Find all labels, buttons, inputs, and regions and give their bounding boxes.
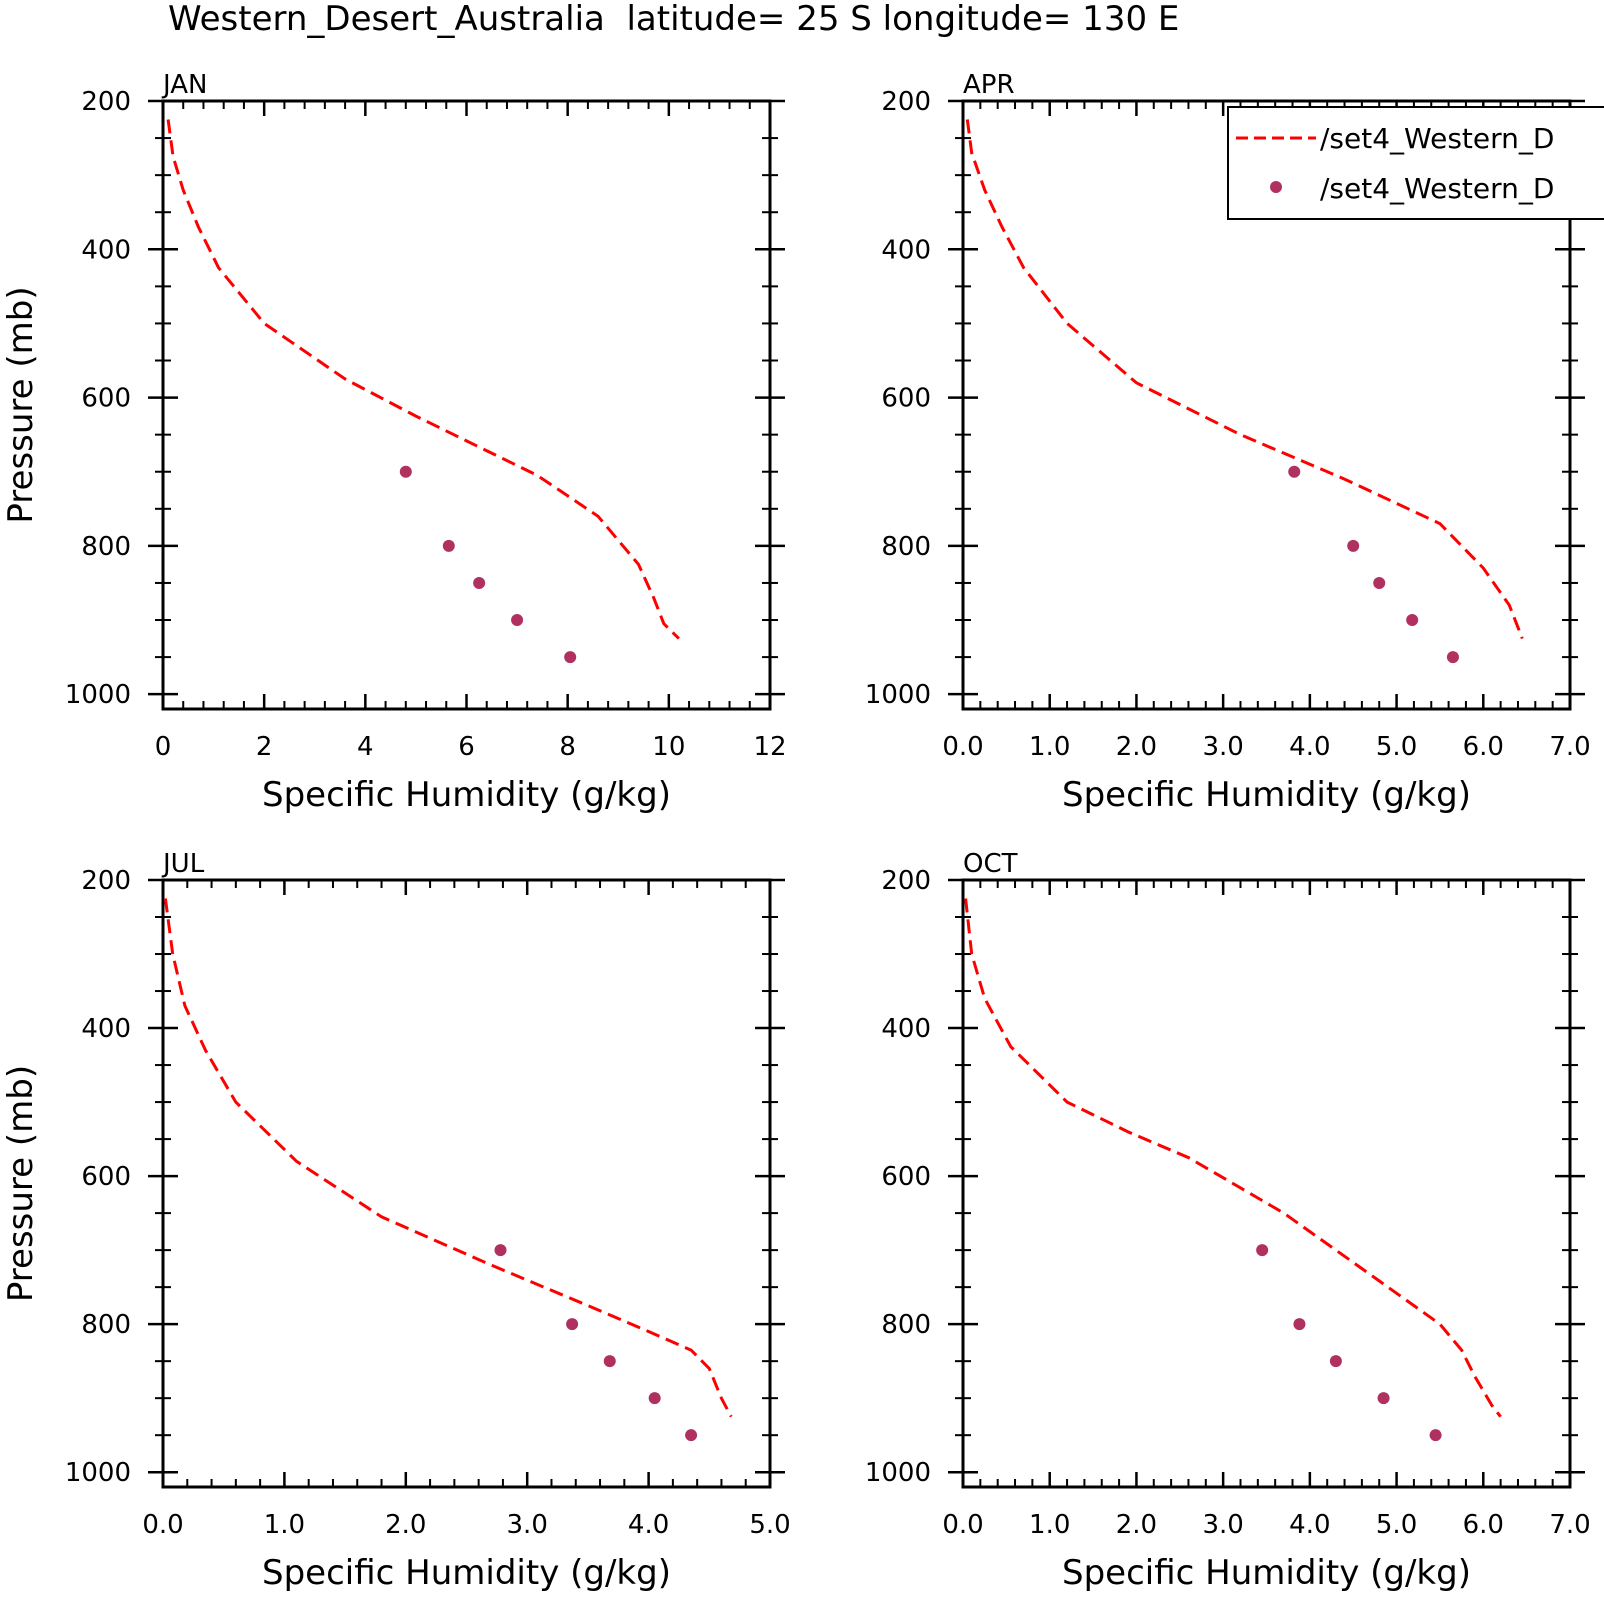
- obs-point: [511, 614, 524, 627]
- x-tick-label: 0.0: [942, 1510, 983, 1540]
- x-tick-label: 6.0: [1463, 732, 1504, 762]
- x-tick-label: 4.0: [1289, 1510, 1330, 1540]
- legend-box: [1227, 106, 1604, 220]
- x-axis-title: Specific Humidity (g/kg): [1062, 775, 1471, 815]
- x-tick-label: 2.0: [1116, 732, 1157, 762]
- obs-point: [442, 539, 455, 552]
- panel-apr: APR 0.0 1.0 2.0 3.0 4.0 5.0 6.0 7.0 200 400 600 800 1…: [865, 70, 1591, 815]
- x-tick-label: 6: [458, 732, 475, 762]
- x-tick-label: 0: [155, 732, 172, 762]
- obs-point: [566, 1318, 579, 1331]
- panels: JAN 0 2 4 6 8 10 12 200 400 600 800 1000 Specific Hum…: [1, 70, 1591, 1593]
- y-tick-label: 200: [81, 866, 131, 896]
- x-tick-label: 8: [559, 732, 576, 762]
- obs-point: [564, 651, 577, 664]
- y-tick-label: 1000: [865, 680, 931, 710]
- obs-point: [1329, 1355, 1342, 1368]
- obs-point: [648, 1392, 661, 1405]
- y-tick-label: 600: [881, 1162, 931, 1192]
- x-tick-label: 4: [357, 732, 374, 762]
- obs-point: [473, 576, 486, 589]
- legend: /set4_Western_D/set4_Western_D: [1227, 106, 1604, 220]
- obs-point: [1373, 576, 1386, 589]
- y-tick-label: 200: [881, 87, 931, 117]
- x-tick-label: 5.0: [1376, 1510, 1417, 1540]
- y-tick-label: 400: [81, 1014, 131, 1044]
- x-tick-label: 2.0: [385, 1510, 426, 1540]
- plot-frame: [161, 99, 772, 711]
- x-tick-label: 0.0: [942, 732, 983, 762]
- x-tick-label: 1.0: [264, 1510, 305, 1540]
- panel-label: APR: [963, 70, 1015, 100]
- obs-point: [1288, 465, 1301, 478]
- x-tick-label: 10: [652, 732, 685, 762]
- profile-line: [965, 119, 1524, 640]
- plot-frame: [161, 878, 772, 1489]
- y-tick-label: 400: [81, 235, 131, 265]
- x-axis-title: Specific Humidity (g/kg): [262, 775, 671, 815]
- plot-frame: [961, 878, 1572, 1489]
- y-tick-label: 400: [881, 235, 931, 265]
- x-tick-label: 2: [256, 732, 273, 762]
- x-axis-title: Specific Humidity (g/kg): [262, 1553, 671, 1593]
- x-tick-label: 3.0: [1202, 732, 1243, 762]
- obs-point: [685, 1429, 698, 1442]
- x-tick-label: 3.0: [507, 1510, 548, 1540]
- legend-label: /set4_Western_D: [1320, 122, 1554, 155]
- legend-marker-swatch: [1270, 181, 1282, 193]
- y-tick-label: 800: [81, 532, 131, 562]
- plot-frame: [961, 99, 1572, 711]
- obs-point: [1347, 539, 1360, 552]
- x-tick-label: 5.0: [1376, 732, 1417, 762]
- y-tick-label: 1000: [865, 1458, 931, 1488]
- y-tick-label: 800: [881, 532, 931, 562]
- obs-point: [1429, 1429, 1442, 1442]
- obs-point: [399, 465, 412, 478]
- x-tick-label: 7.0: [1549, 732, 1590, 762]
- x-tick-label: 12: [753, 732, 786, 762]
- x-tick-label: 6.0: [1463, 1510, 1504, 1540]
- profile-line: [964, 898, 1502, 1418]
- obs-point: [1406, 614, 1419, 627]
- y-tick-label: 200: [881, 866, 931, 896]
- x-tick-label: 1.0: [1029, 1510, 1070, 1540]
- legend-label: /set4_Western_D: [1320, 172, 1554, 205]
- panel-label: JUL: [161, 849, 205, 879]
- y-tick-label: 800: [81, 1310, 131, 1340]
- y-tick-label: 800: [881, 1310, 931, 1340]
- y-tick-label: 400: [881, 1014, 931, 1044]
- figure-title: Western_Desert_Australia latitude= 25 S …: [168, 0, 1179, 39]
- obs-point: [1256, 1244, 1269, 1257]
- x-tick-label: 4.0: [1289, 732, 1330, 762]
- profile-line: [166, 119, 680, 640]
- y-tick-label: 1000: [65, 680, 131, 710]
- x-tick-label: 1.0: [1029, 732, 1070, 762]
- panel-jan: JAN 0 2 4 6 8 10 12 200 400 600 800 1000 Specific Hum…: [1, 70, 787, 815]
- y-tick-label: 200: [81, 87, 131, 117]
- y-axis-title: Pressure (mb): [1, 286, 41, 523]
- y-tick-label: 600: [881, 384, 931, 414]
- obs-point: [1446, 651, 1459, 664]
- y-axis-title: Pressure (mb): [1, 1065, 41, 1302]
- obs-point: [603, 1355, 616, 1368]
- y-tick-label: 600: [81, 384, 131, 414]
- x-tick-label: 7.0: [1549, 1510, 1590, 1540]
- obs-point: [1293, 1318, 1306, 1331]
- profile-line: [163, 898, 733, 1418]
- x-tick-label: 5.0: [749, 1510, 790, 1540]
- y-tick-label: 1000: [65, 1458, 131, 1488]
- panel-jul: JUL 0.0 1.0 2.0 3.0 4.0 5.0 200 400 600 800 1000 Spe…: [1, 849, 791, 1593]
- x-tick-label: 3.0: [1202, 1510, 1243, 1540]
- x-tick-label: 4.0: [628, 1510, 669, 1540]
- panel-oct: OCT 0.0 1.0 2.0 3.0 4.0 5.0 6.0 7.0 200 400 600 800 1…: [865, 849, 1591, 1593]
- panel-label: JAN: [161, 70, 207, 100]
- x-tick-label: 2.0: [1116, 1510, 1157, 1540]
- x-axis-title: Specific Humidity (g/kg): [1062, 1553, 1471, 1593]
- obs-point: [1377, 1392, 1390, 1405]
- y-tick-label: 600: [81, 1162, 131, 1192]
- obs-point: [494, 1244, 507, 1257]
- panel-label: OCT: [963, 849, 1018, 879]
- x-tick-label: 0.0: [142, 1510, 183, 1540]
